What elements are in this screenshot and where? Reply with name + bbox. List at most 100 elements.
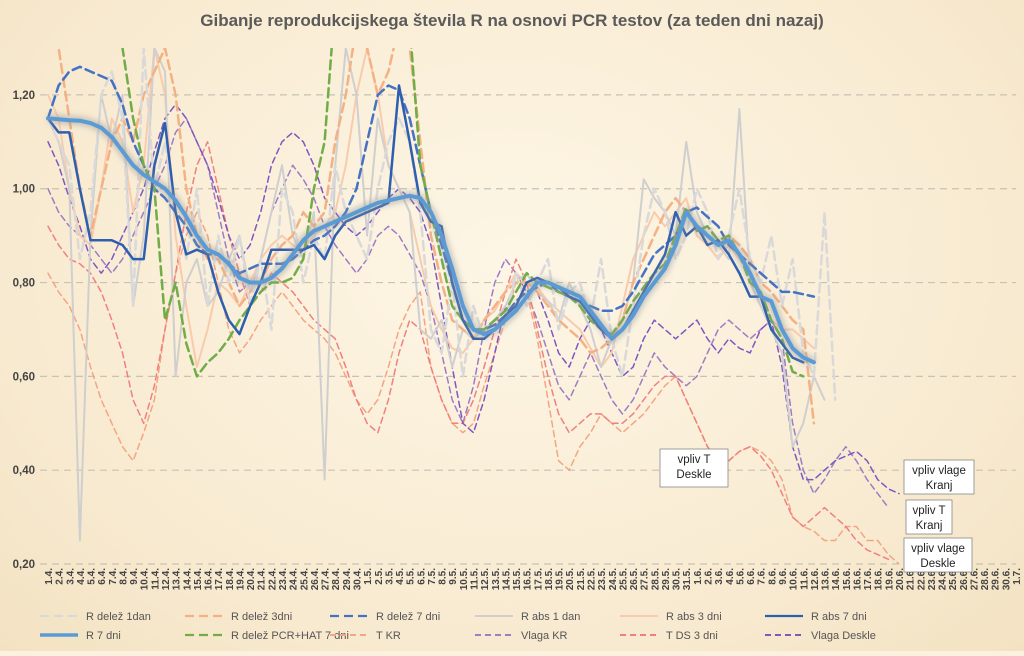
x-tick-label: 1.4.	[44, 568, 55, 585]
x-tick-label: 6.6.	[746, 568, 757, 585]
annotation-border	[903, 537, 973, 573]
legend-item: R abs 7 dni	[765, 611, 867, 623]
x-tick-label: 6.5.	[416, 568, 427, 585]
legend-label: R delež 3dni	[231, 611, 292, 623]
legend-item: T KR	[330, 630, 401, 642]
annotations: vpliv T Deskle vpliv vlage Kranj vpliv T Kran…	[659, 448, 975, 573]
x-tick-label: 26.4.	[310, 568, 321, 590]
x-tick-label: 19.5.	[555, 568, 566, 590]
series-line-t-kr	[47, 211, 900, 564]
x-tick-label: 1.7.	[1012, 568, 1023, 585]
x-tick-label: 8.6.	[767, 568, 778, 585]
x-tick-label: 12.4.	[161, 568, 172, 590]
x-tick-label: 15.4.	[193, 568, 204, 590]
x-tick-label: 22.6.	[916, 568, 927, 590]
x-tick-label: 4.4.	[76, 568, 87, 585]
x-tick-label: 15.5.	[512, 568, 523, 590]
x-tick-label: 13.5.	[491, 568, 502, 590]
x-tick-label: 8.5.	[438, 568, 449, 585]
annotation-border	[903, 459, 975, 495]
grid-lines	[40, 94, 1016, 565]
legend-label: R abs 7 dni	[811, 611, 867, 623]
annotation-text: vpliv T	[912, 505, 945, 517]
plot-area	[46, 48, 900, 564]
x-tick-label: 2.5.	[374, 568, 385, 585]
x-tick-label: 19.4.	[235, 568, 246, 590]
y-axis: 0,20 0,40 0,60 0,80 1,00 1,20	[13, 90, 35, 571]
x-tick-label: 9.5.	[448, 568, 459, 585]
x-tick-label: 21.5.	[576, 568, 587, 590]
x-tick-label: 17.6.	[863, 568, 874, 590]
x-tick-label: 29.6.	[991, 568, 1002, 590]
legend-label: T KR	[376, 630, 401, 642]
x-tick-label: 24.6.	[938, 568, 949, 590]
annotation-text: Kranj	[926, 480, 953, 492]
y-tick-label: 0,40	[13, 465, 35, 477]
legend-label: R abs 1 dan	[521, 611, 580, 623]
x-tick-label: 30.5.	[672, 568, 683, 590]
x-axis: 1.4. 2.4. 3.4. 4.4. 5.4. 6.4. 7.4. 8.4. 9.4. 10.4…	[44, 568, 1023, 590]
y-tick-label: 0,20	[13, 559, 35, 571]
x-tick-label: 18.4.	[225, 568, 236, 590]
legend-item: R 7 dni	[40, 630, 121, 642]
y-tick-label: 1,00	[13, 184, 35, 196]
x-tick-label: 10.5.	[459, 568, 470, 590]
series-line-vlaga-deskle	[47, 103, 900, 495]
annotation-text: Deskle	[676, 469, 711, 481]
legend-label: R delež 7 dni	[376, 611, 440, 623]
x-tick-label: 3.6.	[714, 568, 725, 585]
x-tick-label: 3.5.	[384, 568, 395, 585]
x-tick-label: 1.5.	[363, 568, 374, 585]
chart-title: Gibanje reprodukcijskega števila R na os…	[200, 11, 824, 30]
legend-label: Vlaga KR	[521, 630, 568, 642]
x-tick-label: 21.6.	[906, 568, 917, 590]
x-tick-label: 6.4.	[97, 568, 108, 585]
x-tick-label: 20.4.	[246, 568, 257, 590]
legend-item: R delež 7 dni	[330, 611, 440, 623]
x-tick-label: 5.5.	[406, 568, 417, 585]
x-tick-label: 23.4.	[278, 568, 289, 590]
x-tick-label: 27.4.	[321, 568, 332, 590]
series-line-r-abs-3-dni	[47, 48, 815, 368]
series-line-t-ds-3-dni	[47, 141, 890, 561]
y-tick-label: 0,80	[13, 278, 35, 290]
legend-item: Vlaga KR	[475, 630, 568, 642]
legend-label: Vlaga Deskle	[811, 630, 876, 642]
x-tick-label: 28.4.	[331, 568, 342, 590]
x-tick-label: 26.6.	[959, 568, 970, 590]
x-tick-label: 11.4.	[150, 568, 161, 590]
x-tick-label: 5.6.	[735, 568, 746, 585]
x-tick-label: 17.5.	[533, 568, 544, 590]
x-tick-label: 23.6.	[927, 568, 938, 590]
x-tick-label: 13.6.	[821, 568, 832, 590]
x-tick-label: 20.6.	[895, 568, 906, 590]
legend-label: R delež 1dan	[86, 611, 151, 623]
x-tick-label: 1.6.	[693, 568, 704, 585]
x-tick-label: 22.5.	[587, 568, 598, 590]
x-tick-label: 10.4.	[140, 568, 151, 590]
annotation-text: Kranj	[916, 520, 943, 532]
x-tick-label: 7.5.	[427, 568, 438, 585]
x-tick-label: 24.5.	[608, 568, 619, 590]
legend-label: R 7 dni	[86, 630, 121, 642]
x-tick-label: 23.5.	[597, 568, 608, 590]
legend-label: T DS 3 dni	[666, 630, 718, 642]
x-tick-label: 11.6.	[799, 568, 810, 590]
annotation-text: Deskle	[920, 558, 955, 570]
x-tick-label: 18.5.	[544, 568, 555, 590]
x-tick-label: 5.4.	[87, 568, 98, 585]
legend-label: R abs 3 dni	[666, 611, 722, 623]
legend-item: Vlaga Deskle	[765, 630, 876, 642]
annotation-border	[659, 448, 729, 488]
y-tick-label: 1,20	[13, 90, 35, 102]
x-tick-label: 31.5.	[682, 568, 693, 590]
legend-item: R delež 1dan	[40, 611, 151, 623]
x-tick-label: 11.5.	[469, 568, 480, 590]
legend-label: R delež PCR+HAT 7 dni	[231, 630, 349, 642]
x-tick-label: 2.6.	[704, 568, 715, 585]
legend-item: R abs 1 dan	[475, 611, 580, 623]
x-tick-label: 29.4.	[342, 568, 353, 590]
x-tick-label: 25.4.	[299, 568, 310, 590]
x-tick-label: 15.6.	[842, 568, 853, 590]
